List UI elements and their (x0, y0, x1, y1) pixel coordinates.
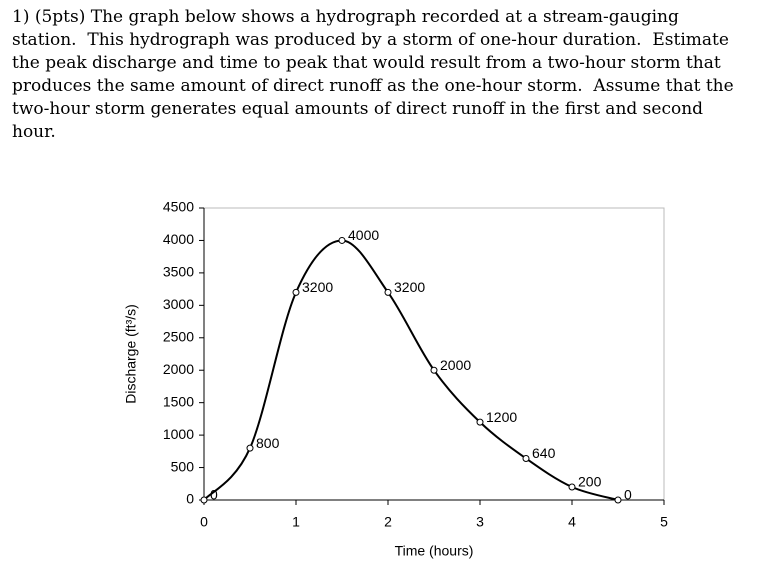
data-label: 200 (578, 474, 602, 490)
data-point (568, 483, 576, 491)
data-label: 0 (210, 487, 218, 503)
x-tick-label: 2 (384, 514, 392, 530)
plot-frame (203, 207, 665, 501)
data-point (476, 418, 484, 426)
data-point (522, 454, 530, 462)
y-tick-label: 0 (186, 491, 194, 507)
data-label: 1200 (486, 409, 517, 425)
y-tick-label: 4000 (163, 231, 194, 247)
x-tick-label: 0 (200, 514, 208, 530)
question-line: the peak discharge and time to peak that… (12, 53, 721, 73)
data-label: 4000 (348, 227, 379, 243)
y-axis-label: Discharge (ft³/s) (123, 304, 139, 404)
y-tick-label: 500 (171, 458, 195, 474)
x-axis-label: Time (hours) (395, 543, 474, 559)
question-line: hour. (12, 122, 56, 142)
x-tick-label: 3 (476, 514, 484, 530)
data-label: 3200 (302, 279, 333, 295)
data-label: 640 (532, 445, 556, 461)
data-label: 2000 (440, 357, 471, 373)
data-label: 0 (624, 487, 632, 503)
data-point (430, 366, 438, 374)
y-tick-label: 1000 (163, 426, 194, 442)
data-point (292, 288, 300, 296)
question: 1) (5pts) The graph below shows a hydrog… (12, 6, 734, 144)
question-line: station. This hydrograph was produced by… (12, 30, 729, 50)
data-point (200, 496, 208, 504)
x-tick-label: 4 (568, 514, 576, 530)
y-tick-label: 3000 (163, 296, 194, 312)
x-tick-label: 1 (292, 514, 300, 530)
question-line: produces the same amount of direct runof… (12, 76, 734, 96)
data-point (614, 496, 622, 504)
y-tick-label: 4500 (163, 199, 194, 215)
question-line: two-hour storm generates equal amounts o… (12, 99, 704, 119)
data-point (246, 444, 254, 452)
y-tick-label: 2500 (163, 328, 194, 344)
data-label: 3200 (394, 279, 425, 295)
data-label: 800 (256, 435, 280, 451)
data-point (384, 288, 392, 296)
y-tick-label: 3500 (163, 264, 194, 280)
data-point (338, 236, 346, 244)
question-line: 1) (5pts) The graph below shows a hydrog… (12, 7, 679, 27)
x-tick-label: 5 (660, 514, 668, 530)
y-tick-label: 2000 (163, 361, 194, 377)
y-tick-label: 1500 (163, 393, 194, 409)
hydrograph-line (203, 239, 619, 501)
